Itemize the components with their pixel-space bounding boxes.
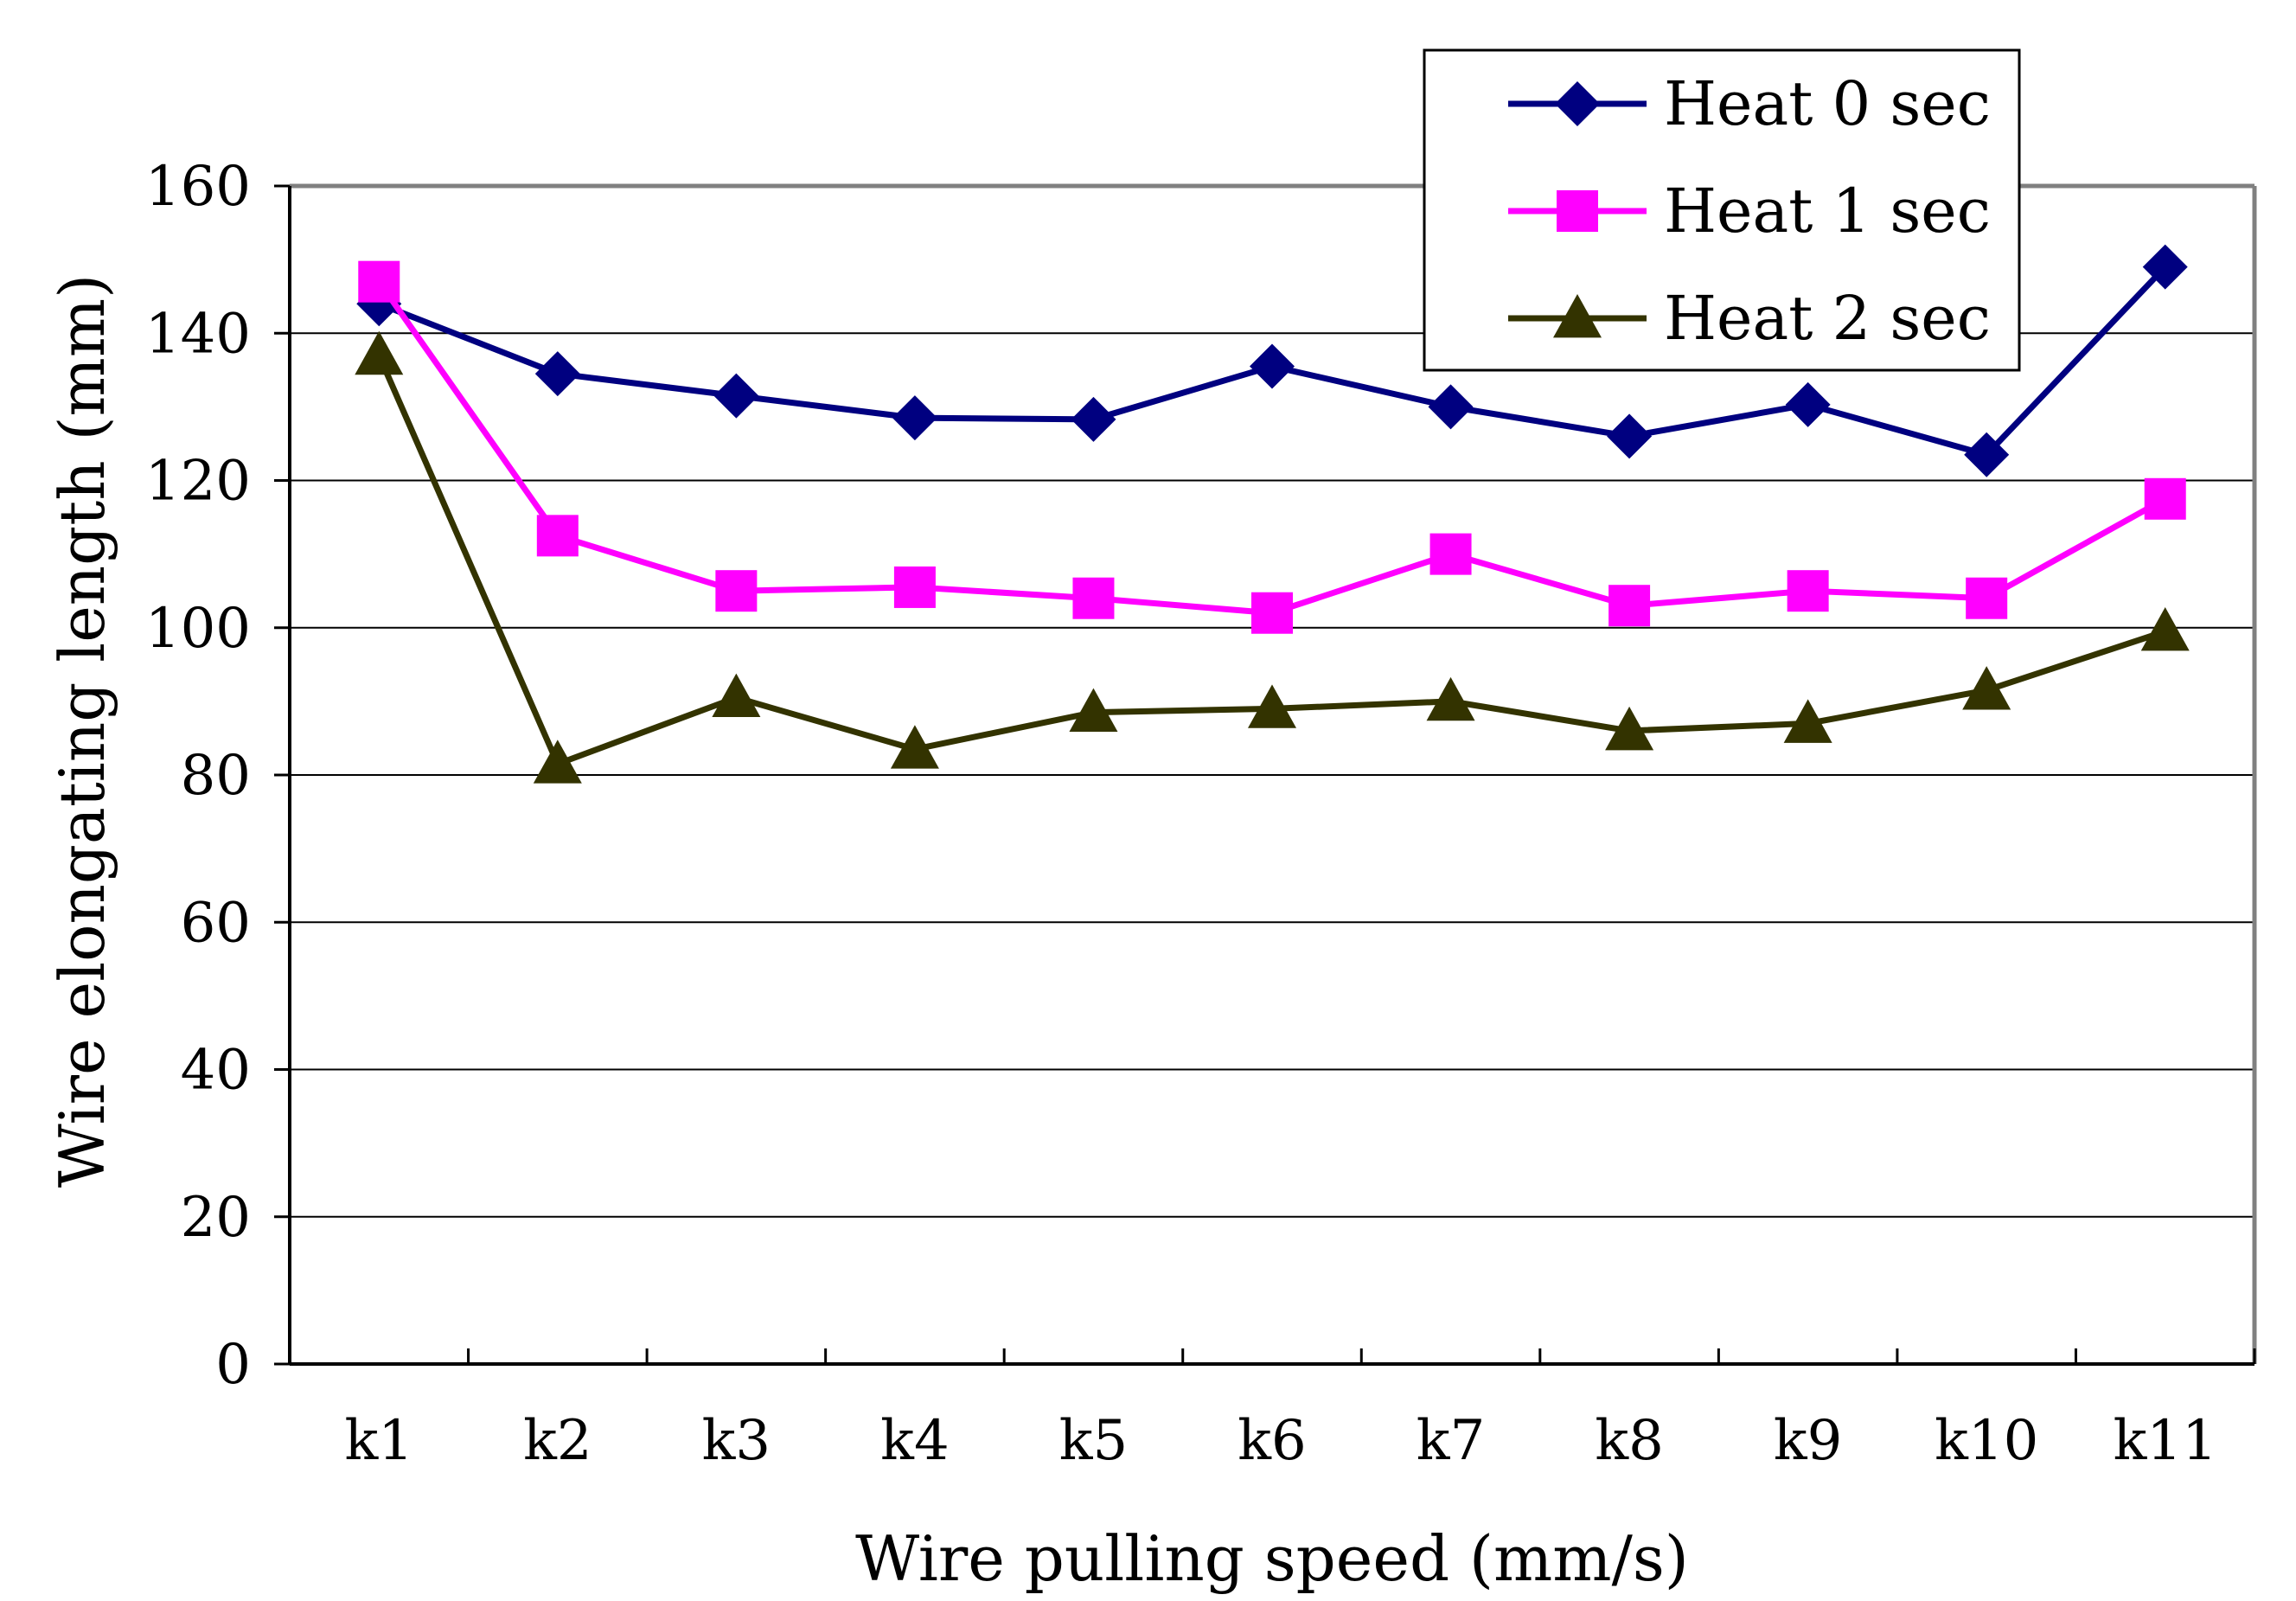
x-tick-label-k3: k3	[702, 1409, 771, 1473]
data-point-s0-k5	[1071, 396, 1116, 442]
legend-marker-0	[1555, 81, 1600, 126]
data-point-s0-k8	[1607, 413, 1653, 459]
x-axis-ticks: k1 k2 k3 k4 k5 k6 k7 k8 k9 k10 k11	[288, 1348, 2256, 1473]
data-point-s2-k10	[1962, 666, 2011, 710]
data-point-s1-k5	[1072, 577, 1115, 619]
x-axis-title: Wire pulling speed (mm/s)	[855, 1522, 1689, 1595]
legend-label-0: Heat 0 sec	[1664, 68, 1991, 139]
x-tick-label-k4: k4	[880, 1409, 950, 1473]
data-point-s0-k10	[1964, 432, 2010, 477]
x-tick-label-k11: k11	[2114, 1409, 2217, 1473]
x-tick-label-k5: k5	[1059, 1409, 1129, 1473]
data-point-s2-k3	[712, 673, 761, 718]
data-point-s2-k8	[1605, 706, 1654, 751]
series-2	[355, 330, 2190, 784]
series-layer	[355, 244, 2190, 784]
data-point-s1-k6	[1251, 592, 1293, 634]
y-tick-label-0: 0	[215, 1333, 251, 1397]
data-point-s1-k2	[536, 515, 579, 557]
x-tick-label-k1: k1	[345, 1409, 414, 1473]
data-point-s2-k11	[2140, 607, 2190, 651]
x-tick-label-k7: k7	[1417, 1409, 1486, 1473]
data-point-s2-k6	[1248, 684, 1296, 728]
y-tick-label-120: 120	[145, 450, 251, 514]
x-tick-label-k10: k10	[1935, 1409, 2038, 1473]
y-tick-label-60: 60	[181, 891, 251, 955]
data-point-s1-k8	[1608, 585, 1651, 627]
data-point-s1-k9	[1787, 570, 1829, 612]
data-point-s2-k7	[1426, 676, 1475, 721]
x-tick-label-k8: k8	[1595, 1409, 1664, 1473]
data-point-s1-k4	[893, 566, 936, 608]
series-0	[356, 244, 2188, 477]
data-point-s0-k11	[2142, 244, 2188, 290]
y-tick-label-140: 140	[145, 302, 251, 366]
x-tick-label-k2: k2	[523, 1409, 592, 1473]
data-point-s1-k11	[2144, 477, 2186, 520]
legend-marker-1	[1557, 190, 1598, 232]
data-point-s2-k1	[355, 330, 404, 375]
y-tick-label-160: 160	[145, 155, 251, 219]
data-point-s0-k3	[713, 373, 759, 419]
data-point-s1-k10	[1966, 577, 2008, 619]
data-point-s1-k1	[358, 260, 400, 303]
y-tick-label-40: 40	[181, 1039, 251, 1103]
data-point-s1-k7	[1429, 533, 1472, 575]
legend-label-2: Heat 2 sec	[1664, 283, 1991, 354]
y-axis-title: Wire elongating length (mm)	[46, 274, 118, 1188]
data-point-s0-k7	[1428, 384, 1474, 430]
legend-label-1: Heat 1 sec	[1664, 176, 1991, 247]
data-point-s2-k4	[890, 725, 939, 769]
data-point-s0-k4	[892, 395, 937, 441]
y-tick-label-100: 100	[145, 597, 251, 661]
y-tick-label-80: 80	[181, 744, 251, 808]
y-axis-ticks: 0 20 40 60 80 100 120 140 160	[145, 155, 290, 1397]
x-tick-label-k6: k6	[1238, 1409, 1307, 1473]
data-point-s0-k2	[534, 351, 580, 397]
data-point-s2-k5	[1069, 688, 1118, 733]
data-point-s2-k9	[1783, 699, 1832, 743]
legend: Heat 0 sec Heat 1 sec Heat 2 sec	[1423, 48, 2021, 372]
series-1	[358, 260, 2186, 634]
legend-marker-2	[1553, 294, 1602, 338]
data-point-s1-k3	[715, 570, 758, 612]
data-point-s2-k2	[533, 740, 582, 784]
data-point-s0-k6	[1250, 343, 1295, 389]
y-tick-label-20: 20	[181, 1186, 251, 1250]
x-tick-label-k9: k9	[1774, 1409, 1843, 1473]
data-point-s0-k9	[1785, 381, 1831, 427]
